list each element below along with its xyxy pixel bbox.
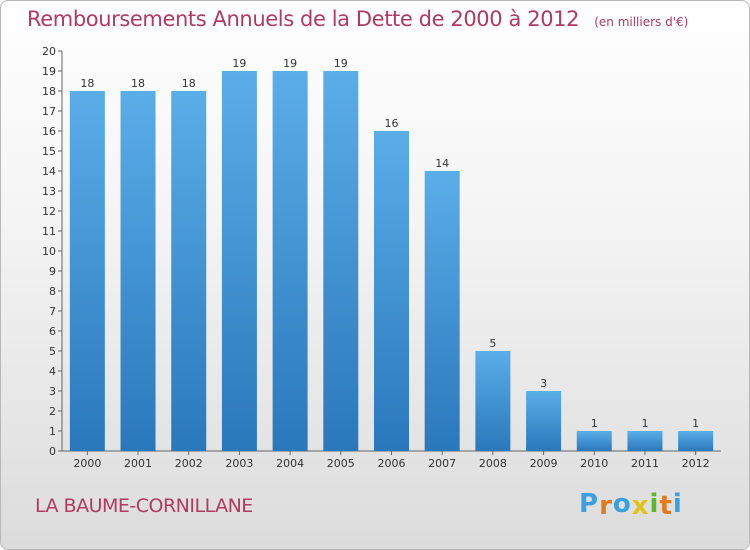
bar-2000 [69, 91, 105, 451]
bar-value-label: 1 [641, 417, 648, 430]
bar-2011 [627, 431, 663, 451]
bar-2005 [323, 71, 359, 451]
x-tick-label: 2009 [530, 457, 558, 470]
x-tick-label: 2010 [580, 457, 608, 470]
place-name: LA BAUME-CORNILLANE [35, 495, 253, 517]
bar-value-label: 5 [489, 337, 496, 350]
y-tick-label: 9 [49, 265, 56, 278]
logo-letter: t [659, 491, 673, 521]
logo-letter: i [672, 489, 683, 519]
chart-title: Remboursements Annuels de la Dette de 20… [27, 7, 580, 31]
bar-value-label: 14 [435, 157, 449, 170]
bar-value-label: 19 [232, 57, 246, 70]
bar-2002 [171, 91, 207, 451]
bar-2006 [374, 131, 409, 451]
x-tick-label: 2007 [428, 457, 456, 470]
bar-2001 [120, 91, 156, 451]
bar-value-label: 18 [131, 77, 145, 90]
bar-value-label: 1 [591, 417, 598, 430]
y-tick-label: 20 [42, 45, 56, 58]
y-tick-label: 11 [42, 225, 56, 238]
y-tick-label: 17 [42, 105, 56, 118]
title-row: Remboursements Annuels de la Dette de 20… [27, 7, 688, 31]
y-tick-label: 4 [49, 365, 56, 378]
y-tick-label: 10 [42, 245, 56, 258]
bar-value-label: 18 [182, 77, 196, 90]
y-tick-label: 2 [49, 405, 56, 418]
x-tick-label: 2008 [479, 457, 507, 470]
y-tick-label: 8 [49, 285, 56, 298]
bars-group: 18 18 18 19 19 19 16 14 5 3 1 1 1 [69, 57, 714, 451]
y-tick-label: 1 [49, 425, 56, 438]
y-tick-label: 16 [42, 125, 56, 138]
bar-value-label: 19 [334, 57, 348, 70]
logo-letter: i [649, 489, 660, 519]
bar-2004 [272, 71, 308, 451]
logo-letter: P [579, 489, 600, 519]
y-tick-label: 6 [49, 325, 56, 338]
x-tick-label: 2006 [378, 457, 406, 470]
x-tick-label: 2002 [175, 457, 203, 470]
y-tick-label: 12 [42, 205, 56, 218]
proxiti-logo[interactable]: Proxiti [579, 489, 683, 521]
y-tick-label: 19 [42, 65, 56, 78]
x-tick-label: 2000 [73, 457, 101, 470]
logo-letter: r [599, 491, 613, 521]
bar-value-label: 3 [540, 377, 547, 390]
x-tick-label: 2003 [225, 457, 253, 470]
chart-subtitle: (en milliers d'€) [594, 15, 689, 29]
x-tick-label: 2004 [276, 457, 304, 470]
bar-value-label: 18 [80, 77, 94, 90]
bar-value-label: 19 [283, 57, 297, 70]
bar-2008 [475, 351, 511, 451]
y-tick-label: 0 [49, 445, 56, 458]
bar-2003 [221, 71, 257, 451]
x-tick-label: 2012 [682, 457, 710, 470]
x-tick-label: 2011 [631, 457, 659, 470]
x-tick-label: 2001 [124, 457, 152, 470]
y-tick-label: 3 [49, 385, 56, 398]
y-tick-label: 13 [42, 185, 56, 198]
y-tick-label: 5 [49, 345, 56, 358]
bar-2010 [576, 431, 612, 451]
x-tick-label: 2005 [327, 457, 355, 470]
y-tick-label: 7 [49, 305, 56, 318]
bar-value-label: 16 [385, 117, 399, 130]
x-tick-labels: 2000 2001 2002 2003 2004 2005 2006 2007 2008 2009… [73, 457, 709, 470]
bar-2009 [526, 391, 562, 451]
bar-2012 [678, 431, 714, 451]
logo-letter: o [612, 489, 632, 519]
bar-value-label: 1 [692, 417, 699, 430]
y-tick-label: 14 [42, 165, 56, 178]
logo-letter: x [631, 491, 650, 521]
y-tick-label: 15 [42, 145, 56, 158]
bar-2007 [424, 171, 460, 451]
y-tick-label: 18 [42, 85, 56, 98]
